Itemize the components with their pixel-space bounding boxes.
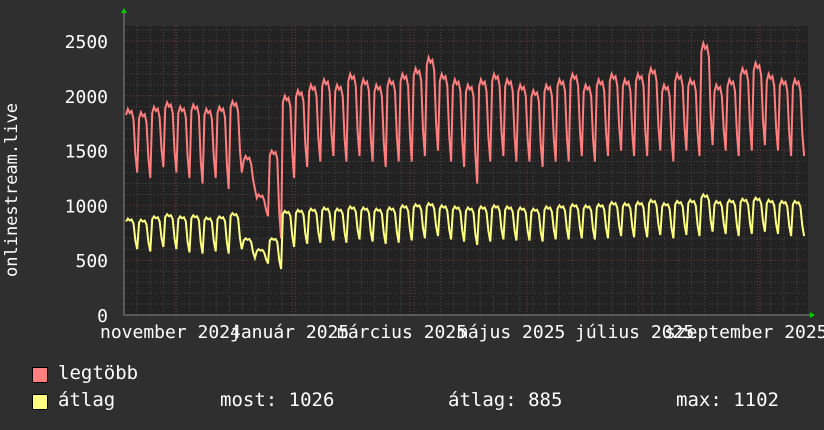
y-tick-label: 1500 xyxy=(65,142,108,163)
y-tick-label: 500 xyxy=(75,251,108,272)
legend-label-max: legtöbb xyxy=(58,362,139,384)
y-tick-label: 2500 xyxy=(65,32,108,53)
series-line-max xyxy=(125,39,806,239)
series-line-avg xyxy=(125,192,806,270)
x-tick-label: január 2025 xyxy=(230,322,349,343)
x-tick-label: szeptember 2025 xyxy=(665,322,824,343)
legend-max: max: 1102 xyxy=(676,389,779,411)
y-tick-label: 0 xyxy=(97,306,108,327)
legend-swatch-max xyxy=(32,367,48,383)
x-tick-label: július 2025 xyxy=(575,322,694,343)
x-axis-arrow xyxy=(810,312,815,318)
legend-now: most: 1026 xyxy=(220,389,335,411)
y-tick-label: 1000 xyxy=(65,196,108,217)
x-tick-label: március 2025 xyxy=(337,322,467,343)
legend-average: átlag: 885 xyxy=(448,389,563,411)
x-tick-label: május 2025 xyxy=(457,322,565,343)
x-tick-label: november 2024 xyxy=(100,322,241,343)
y-tick-label: 2000 xyxy=(65,87,108,108)
legend-swatch-avg xyxy=(32,394,48,410)
y-axis-arrow xyxy=(121,8,127,13)
legend-label-avg: átlag xyxy=(58,389,116,411)
